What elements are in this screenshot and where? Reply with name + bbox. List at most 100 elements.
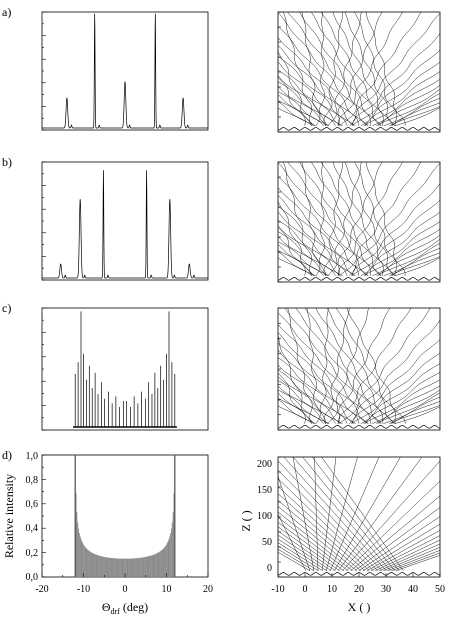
trajectory-a-25 [278,36,360,126]
trajectory-d-35 [278,460,383,571]
trajectory-b-31 [287,162,371,276]
trajectory-b-15 [278,225,343,276]
traj-y-tick-labels: 0 50 100 150 200 [257,459,272,574]
trajectory-d-38 [383,547,440,571]
trajectory-c-23 [278,349,355,424]
trajectory-d-32 [370,535,440,571]
trajectory-c-18 [339,308,431,424]
traj-ytick-3: 150 [257,485,272,496]
trajectory-a-36 [376,93,440,126]
trajectory-c-27 [278,332,369,424]
trajectory-b-45 [365,162,406,276]
d-x-axis-subscript: drf [111,607,121,616]
trajectory-d-7 [278,542,323,571]
trajectory-a-23 [278,45,355,126]
trajectory-d-22 [350,495,440,571]
trajectory-a-43 [354,12,398,126]
trajectory-c-2 [278,334,314,424]
trajectory-c-45 [346,308,406,424]
trajectory-b-0 [278,226,306,276]
trajectory-d-19 [278,517,349,571]
trajectory-b-33 [299,162,381,276]
trajectory-d-6 [314,457,319,571]
right-axis-ticks [277,11,441,578]
trajectory-a-32 [372,84,440,126]
trajectory-a-34 [378,88,440,126]
trajectory-d-4 [292,457,315,571]
trajectory-b-5 [278,250,315,276]
trajectory-d-41 [302,457,396,571]
traj-xtick-5: 40 [408,584,418,595]
trajectory-d-42 [391,552,440,571]
trajectory-c-1 [278,405,313,424]
trajectory-c-26 [360,363,440,424]
trajectory-d-29 [278,486,370,571]
trajectory-a-5 [278,100,315,126]
traj-lines-b [278,162,440,281]
d-xtick-4: 20 [203,584,213,595]
trajectory-d-26 [358,516,440,571]
trajectory-c-14 [337,308,391,424]
traj-x-axis-label: X ( ) [348,600,371,614]
trajectory-c-24 [351,352,440,424]
trajectory-b-23 [278,195,355,276]
trajectory-d-11 [278,534,332,571]
trajectory-b-9 [278,241,330,276]
traj-ytick-2: 100 [257,511,272,522]
panel-label-a: a) [2,5,11,19]
trajectory-c-29 [278,323,368,424]
trajectory-a-42 [389,106,440,126]
trajectories-a [278,12,440,131]
trajectory-a-40 [391,102,440,126]
trajectory-d-30 [366,530,440,571]
plot-frame-b [41,161,209,281]
trajectory-a-13 [278,81,336,126]
trajectory-a-33 [299,12,381,126]
trajectory-c-11 [278,385,328,424]
intensity-curve-b [42,170,208,279]
trajectory-b-25 [278,186,360,276]
trajectory-d-17 [278,521,344,571]
trajectory-d-28 [362,523,440,571]
trajectory-d-5 [278,545,319,571]
trajectory-b-13 [278,231,336,276]
trajectory-a-20 [349,12,440,126]
trajectory-b-44 [394,257,440,276]
trajectory-c-35 [295,308,382,424]
intensity-curve-a [42,13,208,129]
trajectory-c-10 [323,308,350,424]
trajectory-c-44 [394,406,440,424]
trajectory-d-18 [342,460,440,571]
trajectory-b-26 [360,211,440,276]
trajectory-b-3 [278,251,316,276]
trajectory-b-19 [278,211,348,276]
d-ytick-2: 0,4 [26,523,39,534]
d-ytick-1: 0,2 [26,548,39,559]
traj-xtick-1: 0 [303,584,308,595]
trajectory-d-21 [278,511,353,571]
trajectory-a-10 [323,12,344,126]
trajectory-a-4 [282,12,313,126]
trajectory-d-43 [311,457,400,571]
trajectory-a-37 [320,12,384,126]
trajectory-c-13 [278,380,336,424]
traj-xtick-0: -10 [271,584,284,595]
d-x-axis-symbol: Θ [102,600,111,614]
trajectory-c-40 [390,401,440,424]
trajectory-a-44 [394,107,440,126]
grating-c [278,425,440,429]
d-x-axis-label: Θdrf (deg) [102,600,148,616]
trajectory-b-12 [327,162,362,276]
d-x-axis-unit: (deg) [120,600,148,614]
left-axis-ticks [41,11,209,578]
traj-ytick-4: 200 [257,459,272,470]
trajectory-a-9 [278,91,330,126]
trajectory-c-20 [349,319,440,424]
panel-label-b: b) [2,155,12,169]
trajectory-d-23 [278,506,357,571]
trajectory-a-26 [360,61,440,126]
d-xtick-3: 10 [162,584,172,595]
trajectory-c-30 [363,379,440,424]
trajectory-d-9 [278,538,327,571]
traj-ytick-0: 0 [267,563,272,574]
